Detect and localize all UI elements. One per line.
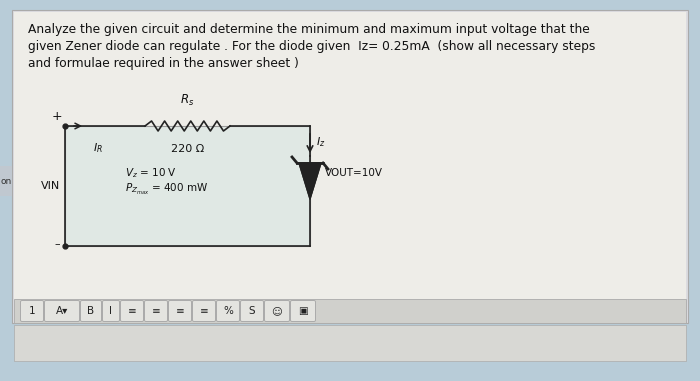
Bar [0,166,12,196]
Bar [14,325,686,361]
Text: ≡: ≡ [152,306,160,316]
Bar [65,126,310,246]
Text: and formulae required in the answer sheet ): and formulae required in the answer shee… [28,57,299,70]
Text: Analyze the given circuit and determine the minimum and maximum input voltage th: Analyze the given circuit and determine … [28,23,589,36]
Text: %: % [223,306,233,316]
FancyBboxPatch shape [241,301,263,322]
Text: $I_z$: $I_z$ [316,135,326,149]
Text: VIN: VIN [41,181,60,191]
FancyBboxPatch shape [193,301,216,322]
FancyBboxPatch shape [80,301,101,322]
Text: VOUT=10V: VOUT=10V [325,168,383,178]
Text: on: on [1,176,12,186]
FancyBboxPatch shape [120,301,144,322]
Text: A▾: A▾ [56,306,68,316]
Text: +: + [52,110,62,123]
FancyBboxPatch shape [216,301,239,322]
Text: $P_{Z_{max}}$ = 400 mW: $P_{Z_{max}}$ = 400 mW [125,181,208,197]
FancyBboxPatch shape [290,301,316,322]
FancyBboxPatch shape [169,301,192,322]
Text: 220 Ω: 220 Ω [171,144,204,154]
FancyBboxPatch shape [45,301,80,322]
FancyBboxPatch shape [265,301,290,322]
Text: $I_R$: $I_R$ [93,141,103,155]
Bar [14,299,686,323]
Text: I: I [109,306,113,316]
Text: ≡: ≡ [127,306,136,316]
Bar [12,10,688,323]
FancyBboxPatch shape [20,301,43,322]
Text: $V_z$ = 10 V: $V_z$ = 10 V [125,166,177,180]
FancyBboxPatch shape [102,301,120,322]
Text: ▣: ▣ [298,306,308,316]
Text: 1: 1 [29,306,35,316]
Text: given Zener diode can regulate . For the diode given  Iz= 0.25mA  (show all nece: given Zener diode can regulate . For the… [28,40,596,53]
Text: –: – [54,239,60,249]
Text: ≡: ≡ [199,306,209,316]
Text: B: B [88,306,94,316]
Text: ☺: ☺ [272,306,282,316]
Text: S: S [248,306,256,316]
Bar [14,12,686,301]
Text: ≡: ≡ [176,306,184,316]
Text: $R_s$: $R_s$ [181,93,195,108]
Polygon shape [299,163,321,199]
FancyBboxPatch shape [144,301,167,322]
